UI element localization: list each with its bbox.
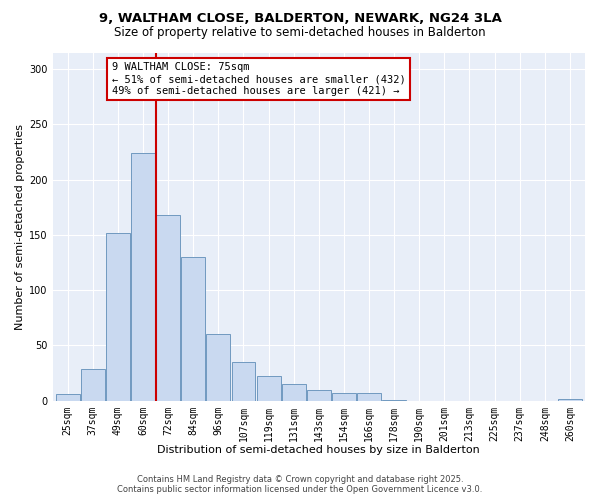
Bar (206, 334, 230, 400)
Y-axis label: Number of semi-detached properties: Number of semi-detached properties (15, 124, 25, 330)
Bar (257, 376, 281, 400)
Bar (56, 394, 80, 400)
Bar (558, 398, 582, 400)
Text: Contains HM Land Registry data © Crown copyright and database right 2025.
Contai: Contains HM Land Registry data © Crown c… (118, 474, 482, 494)
Text: Size of property relative to semi-detached houses in Balderton: Size of property relative to semi-detach… (114, 26, 486, 39)
Bar (332, 393, 356, 400)
Bar (357, 393, 381, 400)
Bar (131, 153, 155, 400)
Bar (282, 384, 305, 400)
Bar (156, 215, 180, 400)
Bar (307, 390, 331, 400)
Bar (106, 232, 130, 400)
Text: 9 WALTHAM CLOSE: 75sqm
← 51% of semi-detached houses are smaller (432)
49% of se: 9 WALTHAM CLOSE: 75sqm ← 51% of semi-det… (112, 62, 406, 96)
Bar (81, 368, 105, 400)
Text: 9, WALTHAM CLOSE, BALDERTON, NEWARK, NG24 3LA: 9, WALTHAM CLOSE, BALDERTON, NEWARK, NG2… (98, 12, 502, 26)
X-axis label: Distribution of semi-detached houses by size in Balderton: Distribution of semi-detached houses by … (157, 445, 480, 455)
Bar (232, 362, 256, 401)
Bar (181, 257, 205, 400)
